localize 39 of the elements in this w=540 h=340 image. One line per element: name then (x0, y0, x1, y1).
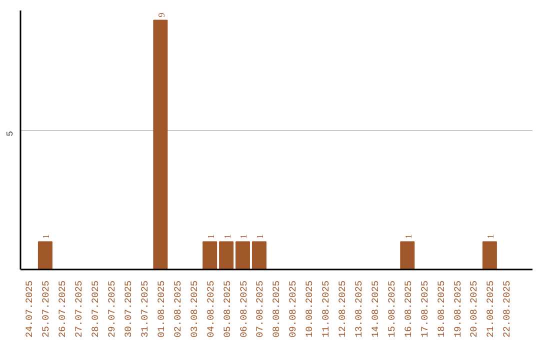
data-label: 1 (486, 234, 496, 239)
x-tick-label: 09.08.2025 (288, 280, 299, 338)
x-tick-label: 15.08.2025 (386, 280, 398, 338)
x-tick-label: 29.07.2025 (106, 280, 118, 338)
x-tick-label: 11.08.2025 (320, 280, 332, 338)
x-tick-label: 18.08.2025 (436, 280, 447, 338)
x-tick-label: 07.08.2025 (254, 280, 266, 338)
x-tick-label: 28.07.2025 (90, 280, 102, 338)
data-label: 1 (403, 234, 414, 239)
data-label: 1 (255, 234, 266, 239)
x-tick-label: 27.07.2025 (74, 280, 85, 338)
x-tick-label: 30.07.2025 (123, 280, 134, 338)
data-label: 1 (222, 234, 232, 239)
x-tick-label: 31.07.2025 (139, 280, 150, 338)
x-tick-label: 02.08.2025 (172, 280, 184, 338)
x-tick-label: 14.08.2025 (370, 280, 381, 338)
x-tick-label: 20.08.2025 (468, 280, 480, 338)
x-tick-label: 08.08.2025 (271, 280, 282, 338)
x-tick-label: 04.08.2025 (205, 280, 216, 338)
x-tick-label: 10.08.2025 (304, 280, 316, 338)
x-tick-label: 13.08.2025 (353, 280, 364, 338)
y-tick-label: 5 (6, 130, 16, 136)
x-tick-label: 05.08.2025 (222, 280, 233, 338)
x-tick-label: 21.08.2025 (485, 280, 496, 338)
x-tick-label: 17.08.2025 (419, 280, 430, 338)
x-tick-label: 01.08.2025 (156, 280, 167, 338)
data-label: 1 (41, 234, 52, 239)
data-label: 1 (206, 234, 216, 239)
x-tick-label: 16.08.2025 (402, 280, 414, 338)
data-label: 9 (156, 12, 166, 18)
x-tick-label: 22.08.2025 (502, 280, 513, 338)
x-tick-label: 26.07.2025 (57, 280, 68, 338)
x-tick-label: 03.08.2025 (188, 280, 200, 338)
x-tick-label: 19.08.2025 (452, 280, 464, 338)
x-tick-label: 12.08.2025 (337, 280, 348, 338)
x-tick-label: 24.07.2025 (24, 280, 36, 338)
x-tick-label: 06.08.2025 (238, 280, 250, 338)
x-tick-label: 25.07.2025 (40, 280, 52, 338)
data-label: 1 (238, 234, 249, 239)
